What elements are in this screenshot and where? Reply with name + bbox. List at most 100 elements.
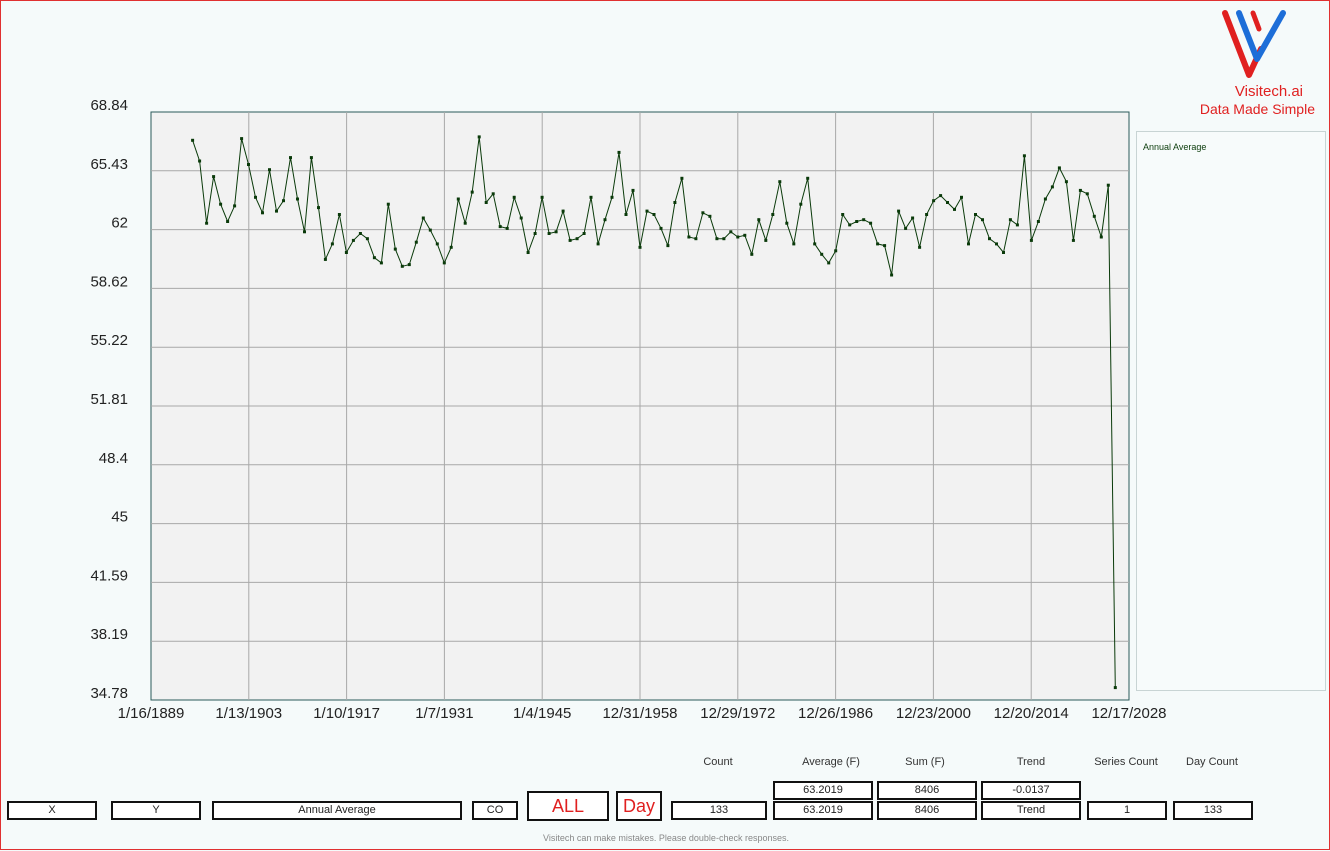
data-point xyxy=(1043,197,1047,201)
trend-label: Trend xyxy=(1016,756,1046,768)
data-point xyxy=(540,195,544,199)
data-point xyxy=(372,256,376,260)
data-point xyxy=(1085,192,1089,196)
x-tick-label: 1/10/1917 xyxy=(313,705,380,722)
data-point xyxy=(848,223,852,227)
data-point xyxy=(1057,166,1061,170)
data-point xyxy=(813,242,817,246)
series-count-value: 1 xyxy=(1087,801,1167,820)
data-point xyxy=(275,209,278,213)
v-logo-icon xyxy=(1222,10,1286,78)
period-button[interactable]: Day xyxy=(616,791,662,821)
data-point xyxy=(1106,183,1110,187)
y-tick-label: 48.4 xyxy=(99,450,128,467)
y-field[interactable]: Y xyxy=(111,801,201,820)
data-point xyxy=(967,242,970,246)
data-point xyxy=(414,240,418,244)
day-count-value: 133 xyxy=(1173,801,1253,820)
data-point xyxy=(233,204,237,208)
data-point xyxy=(960,195,963,199)
data-point xyxy=(897,209,901,213)
data-point xyxy=(988,237,991,241)
data-point xyxy=(435,242,439,246)
data-point xyxy=(268,168,271,172)
y-tick-label: 65.43 xyxy=(90,156,128,173)
data-point xyxy=(547,232,551,235)
trend-value: Trend xyxy=(981,801,1081,820)
x-tick-label: 12/20/2014 xyxy=(994,705,1069,722)
data-point xyxy=(309,156,313,160)
x-tick-label: 1/16/1889 xyxy=(118,705,185,722)
average-label: Average (F) xyxy=(802,756,860,768)
data-point xyxy=(1071,238,1075,242)
data-point xyxy=(337,213,341,216)
data-point xyxy=(603,218,607,222)
data-point xyxy=(1029,238,1033,242)
data-point xyxy=(1002,251,1005,254)
data-point xyxy=(743,233,747,237)
data-point xyxy=(400,264,404,268)
data-point xyxy=(1036,220,1040,223)
data-point xyxy=(687,235,691,239)
data-point xyxy=(764,238,768,242)
data-point xyxy=(1022,154,1026,158)
data-point xyxy=(680,176,684,180)
data-point xyxy=(358,232,362,235)
data-point xyxy=(491,192,495,196)
count-label: Count xyxy=(703,756,733,768)
data-point xyxy=(974,213,977,216)
data-point xyxy=(610,195,614,199)
all-button[interactable]: ALL xyxy=(527,791,609,821)
data-point xyxy=(219,202,223,206)
data-point xyxy=(261,211,264,215)
data-point xyxy=(240,137,244,141)
data-point xyxy=(841,213,845,216)
data-point xyxy=(862,218,866,222)
y-tick-label: 62 xyxy=(111,215,128,232)
data-point xyxy=(505,226,509,230)
series-field[interactable]: Annual Average xyxy=(212,801,462,820)
data-point xyxy=(792,242,796,246)
data-point xyxy=(282,199,285,203)
data-point xyxy=(379,261,383,265)
data-point xyxy=(855,220,859,223)
x-field[interactable]: X xyxy=(7,801,97,820)
data-point xyxy=(498,225,502,229)
data-point xyxy=(820,252,824,256)
y-tick-label: 34.78 xyxy=(90,685,128,702)
data-point xyxy=(750,252,754,256)
data-point xyxy=(659,226,663,230)
trend-top-value: -0.0137 xyxy=(981,781,1081,800)
data-point xyxy=(806,176,810,180)
data-point xyxy=(421,216,425,220)
data-point xyxy=(554,230,558,234)
y-tick-label: 41.59 xyxy=(90,567,128,584)
x-tick-label: 12/17/2028 xyxy=(1091,705,1166,722)
data-point xyxy=(904,226,908,230)
grid xyxy=(151,112,1129,700)
x-tick-label: 12/29/1972 xyxy=(700,705,775,722)
data-point xyxy=(918,245,922,249)
data-point xyxy=(519,216,523,220)
data-point xyxy=(799,202,803,206)
data-point xyxy=(303,230,306,234)
data-point xyxy=(701,211,705,215)
data-point xyxy=(631,188,635,192)
data-point xyxy=(1099,235,1103,239)
data-point xyxy=(449,245,453,249)
data-point xyxy=(596,242,600,246)
data-point xyxy=(729,230,733,234)
count-value: 133 xyxy=(671,801,767,820)
data-point xyxy=(708,214,712,218)
data-point xyxy=(638,245,642,249)
state-field[interactable]: CO xyxy=(472,801,518,820)
data-point xyxy=(428,228,432,232)
data-point xyxy=(317,206,320,210)
y-tick-label: 45 xyxy=(111,509,128,526)
data-point xyxy=(778,180,782,184)
sum-label: Sum (F) xyxy=(905,756,945,768)
data-point xyxy=(876,242,880,246)
day-count-label: Day Count xyxy=(1186,756,1238,768)
data-point xyxy=(289,156,292,160)
